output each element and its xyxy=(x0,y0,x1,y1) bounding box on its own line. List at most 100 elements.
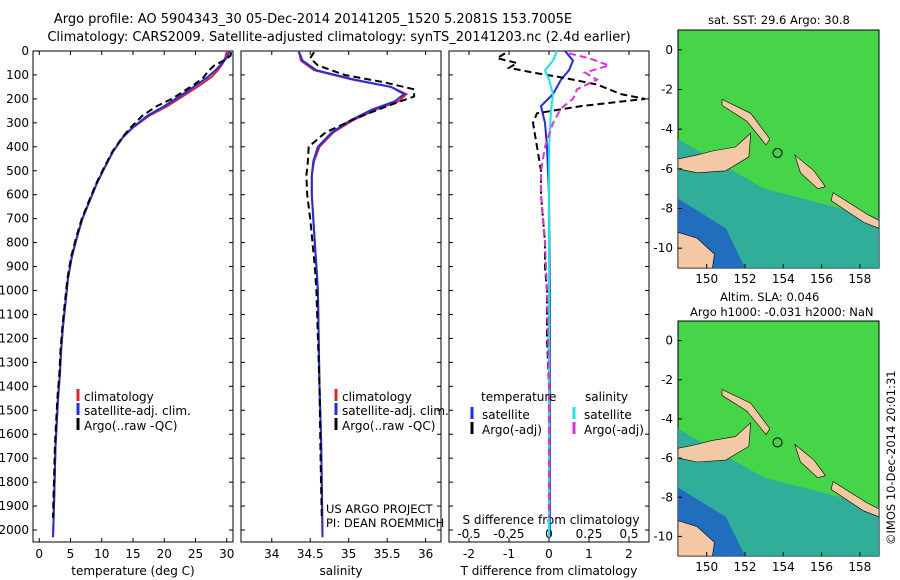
x-tick-label-difference: -1 xyxy=(503,547,515,561)
map-land-new-ireland-sst xyxy=(721,98,771,146)
top-x-tick-label: -0.25 xyxy=(493,527,524,541)
map-land-bougainville-sla xyxy=(794,443,826,478)
legend-entry-difference: Argo(-adj) xyxy=(584,423,644,437)
map-x-tick-label-sst: 150 xyxy=(695,272,718,286)
x-tick-label-salinity: 35 xyxy=(341,547,356,561)
series-line-salinity xyxy=(305,51,416,519)
map-bottom-title-2: Argo h1000: -0.031 h2000: NaN xyxy=(690,305,874,319)
map-x-tick-label-sla: 154 xyxy=(772,560,795,574)
series-line-difference xyxy=(543,50,558,538)
map-land-new-ireland-sla xyxy=(721,389,771,436)
x-axis-label-secondary: S difference from climatology xyxy=(463,513,640,527)
map-x-tick-label-sst: 154 xyxy=(772,272,795,286)
map-y-tick-label-sla: -4 xyxy=(661,412,673,426)
map-y-tick-label-sla: -2 xyxy=(661,373,673,387)
top-x-tick-label: -0.5 xyxy=(457,527,480,541)
y-tick-label: 300 xyxy=(6,116,29,130)
argo-float-marker-sla xyxy=(772,437,783,448)
map-x-tick-label-sst: 156 xyxy=(810,272,833,286)
x-axis-label-temperature: temperature (deg C) xyxy=(71,564,194,578)
legend-entry-difference: satellite xyxy=(482,408,530,422)
x-tick-label-temperature: 30 xyxy=(219,547,234,561)
top-x-tick-label: 0.25 xyxy=(576,527,603,541)
y-tick-label: 1700 xyxy=(0,451,29,465)
series-line-difference xyxy=(540,52,613,518)
map-land-new-britain-sst xyxy=(677,132,752,174)
y-tick-label: 1600 xyxy=(0,427,29,441)
legend-entry-temperature: satellite-adj. clim. xyxy=(84,404,191,418)
legend-entry-salinity: climatology xyxy=(342,390,412,404)
project-credit: US ARGO PROJECT xyxy=(326,502,433,516)
legend-entry-salinity: Argo(..raw -QC) xyxy=(342,419,435,433)
imos-timestamp: ©IMOS 10-Dec-2014 20:01:31 xyxy=(884,370,898,545)
series-line-difference xyxy=(494,52,646,518)
map-land-new-britain-sla xyxy=(677,422,752,463)
map-y-tick-label-sla: 0 xyxy=(665,334,673,348)
map-y-tick-label-sst: -10 xyxy=(653,241,673,255)
x-tick-label-difference: 2 xyxy=(625,547,633,561)
map-x-tick-label-sla: 156 xyxy=(810,560,833,574)
y-tick-label: 1400 xyxy=(0,379,29,393)
x-tick-label-difference: -2 xyxy=(463,547,475,561)
map-y-tick-label-sst: -2 xyxy=(661,83,673,97)
y-tick-label: 1200 xyxy=(0,331,29,345)
legend-entry-temperature: climatology xyxy=(84,390,154,404)
chart-title-line1: Argo profile: AO 5904343_30 05-Dec-2014 … xyxy=(53,12,573,27)
legend-entry-salinity: satellite-adj. clim. xyxy=(342,404,449,418)
chart-title-line2: Climatology: CARS2009. Satellite-adjuste… xyxy=(47,30,631,45)
map-y-tick-label-sla: -10 xyxy=(653,529,673,543)
map-bottom-title-1: Altim. SLA: 0.046 xyxy=(720,290,820,304)
series-line-salinity xyxy=(297,50,406,538)
map-land-solomons-sla xyxy=(830,481,880,518)
map-top-title: sat. SST: 29.6 Argo: 30.8 xyxy=(708,13,850,27)
x-tick-label-salinity: 34 xyxy=(264,547,279,561)
x-tick-label-salinity: 36 xyxy=(418,547,433,561)
map-land-bougainville-sst xyxy=(794,154,826,189)
y-tick-label: 800 xyxy=(6,236,29,250)
pi-credit: PI: DEAN ROEMMICH xyxy=(326,516,445,530)
top-x-tick-label: 0.5 xyxy=(619,527,638,541)
y-tick-label: 900 xyxy=(6,260,29,274)
y-tick-label: 200 xyxy=(6,92,29,106)
legend-group-temperature: temperature xyxy=(481,390,556,404)
legend-group-salinity: salinity xyxy=(585,390,628,404)
x-axis-label-difference: T difference from climatology xyxy=(460,564,638,578)
y-tick-label: 500 xyxy=(6,164,29,178)
map-y-tick-label-sst: -6 xyxy=(661,162,673,176)
legend-entry-temperature: Argo(..raw -QC) xyxy=(84,419,177,433)
y-tick-label: 2000 xyxy=(0,523,29,537)
y-tick-label: 1900 xyxy=(0,499,29,513)
map-x-tick-label-sst: 152 xyxy=(734,272,757,286)
y-tick-label: 1300 xyxy=(0,355,29,369)
y-tick-label: 100 xyxy=(6,68,29,82)
map-land-new-guinea-sla xyxy=(677,520,715,557)
x-tick-label-temperature: 5 xyxy=(67,547,75,561)
argo-float-marker-sst xyxy=(772,147,783,158)
x-tick-label-temperature: 15 xyxy=(125,547,140,561)
map-y-tick-label-sst: -8 xyxy=(661,202,673,216)
map-land-solomons-sst xyxy=(830,192,880,229)
y-tick-label: 1100 xyxy=(0,307,29,321)
x-tick-label-temperature: 20 xyxy=(157,547,172,561)
map-y-tick-label-sla: -8 xyxy=(661,490,673,504)
map-y-tick-label-sla: -6 xyxy=(661,451,673,465)
map-y-tick-label-sst: -4 xyxy=(661,122,673,136)
y-tick-label: 0 xyxy=(21,44,29,58)
series-line-temperature xyxy=(52,52,233,519)
map-y-tick-label-sst: 0 xyxy=(665,43,673,57)
x-tick-label-difference: 0 xyxy=(545,547,553,561)
map-land-new-guinea-sst xyxy=(677,231,715,269)
x-tick-label-difference: 1 xyxy=(585,547,593,561)
map-x-tick-label-sla: 158 xyxy=(848,560,871,574)
y-tick-label: 700 xyxy=(6,212,29,226)
y-tick-label: 600 xyxy=(6,188,29,202)
x-tick-label-salinity: 35.5 xyxy=(374,547,401,561)
y-tick-label: 1500 xyxy=(0,403,29,417)
plot-frame-salinity xyxy=(240,50,442,543)
y-tick-label: 400 xyxy=(6,140,29,154)
x-tick-label-salinity: 34.5 xyxy=(297,547,324,561)
x-tick-label-temperature: 25 xyxy=(188,547,203,561)
x-axis-label-salinity: salinity xyxy=(319,564,362,578)
x-tick-label-temperature: 10 xyxy=(94,547,109,561)
